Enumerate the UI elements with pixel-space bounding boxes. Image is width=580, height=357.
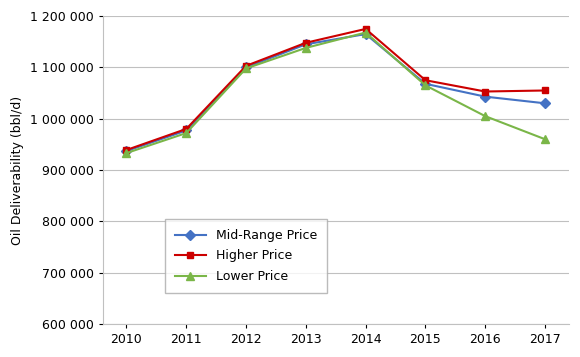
Mid-Range Price: [542, 101, 549, 105]
Lower Price: [183, 131, 190, 135]
Mid-Range Price: [242, 65, 249, 70]
Mid-Range Price: [123, 149, 130, 153]
Lower Price: [242, 66, 249, 71]
Mid-Range Price: [302, 42, 309, 46]
Higher Price: [183, 127, 190, 131]
Y-axis label: Oil Deliverability (bbl/d): Oil Deliverability (bbl/d): [11, 95, 24, 245]
Lower Price: [302, 46, 309, 50]
Lower Price: [482, 114, 489, 118]
Higher Price: [482, 89, 489, 94]
Higher Price: [542, 88, 549, 92]
Lower Price: [422, 83, 429, 87]
Mid-Range Price: [482, 95, 489, 99]
Higher Price: [123, 148, 130, 152]
Lower Price: [362, 30, 369, 35]
Legend: Mid-Range Price, Higher Price, Lower Price: Mid-Range Price, Higher Price, Lower Pri…: [165, 219, 327, 293]
Mid-Range Price: [422, 82, 429, 86]
Lower Price: [123, 151, 130, 155]
Line: Higher Price: Higher Price: [123, 25, 549, 154]
Higher Price: [422, 78, 429, 82]
Line: Mid-Range Price: Mid-Range Price: [123, 31, 549, 155]
Higher Price: [242, 64, 249, 68]
Mid-Range Price: [362, 32, 369, 36]
Line: Lower Price: Lower Price: [122, 28, 549, 157]
Higher Price: [362, 27, 369, 31]
Mid-Range Price: [183, 129, 190, 133]
Higher Price: [302, 41, 309, 45]
Lower Price: [542, 137, 549, 141]
